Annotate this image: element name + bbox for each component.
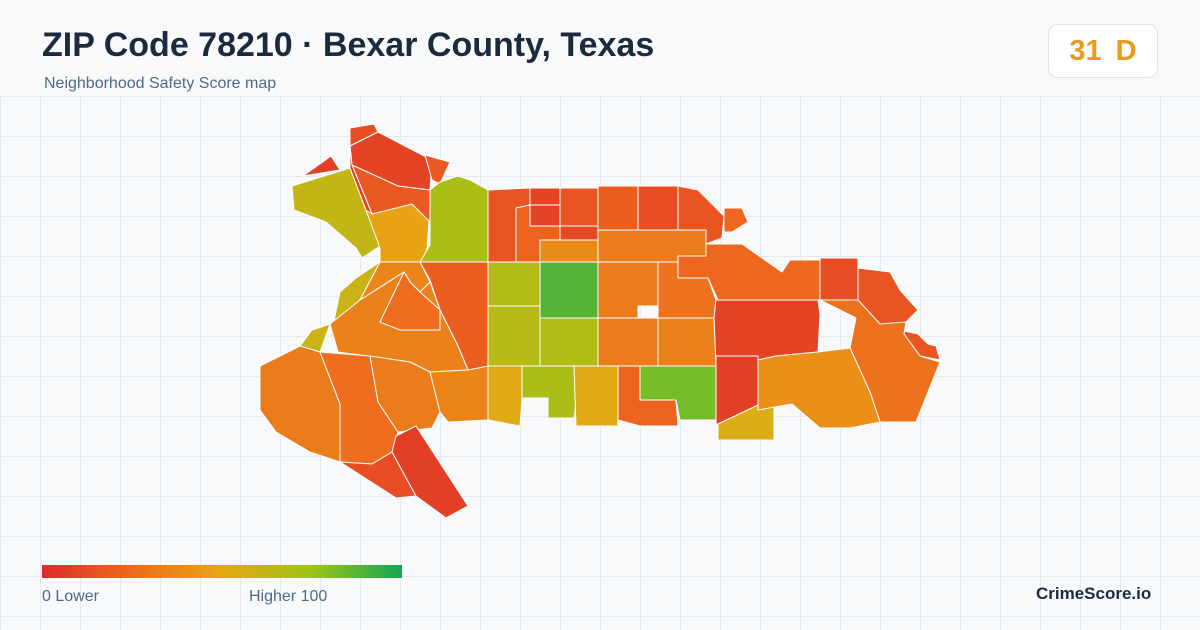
map-region[interactable] bbox=[487, 261, 541, 307]
legend-color-scale bbox=[42, 565, 402, 578]
map-region[interactable] bbox=[349, 145, 373, 215]
map-region[interactable] bbox=[819, 257, 859, 301]
map-region[interactable] bbox=[539, 239, 599, 263]
page-subtitle: Neighborhood Safety Score map bbox=[44, 75, 277, 92]
legend-max-label: Higher 100 bbox=[249, 588, 328, 605]
map-region[interactable] bbox=[529, 204, 561, 227]
map-region[interactable] bbox=[597, 185, 639, 231]
map-region[interactable] bbox=[302, 155, 341, 177]
map-region[interactable] bbox=[559, 225, 599, 241]
header-band bbox=[0, 0, 1200, 96]
map-region[interactable] bbox=[391, 425, 469, 519]
map-region[interactable] bbox=[657, 317, 717, 367]
map-region[interactable] bbox=[597, 317, 659, 367]
page-title: ZIP Code 78210 · Bexar County, Texas bbox=[42, 26, 655, 64]
map-region[interactable] bbox=[717, 403, 775, 441]
map-region[interactable] bbox=[639, 365, 717, 421]
map-region[interactable] bbox=[539, 261, 599, 319]
map-region[interactable] bbox=[487, 305, 541, 367]
map-region[interactable] bbox=[597, 261, 659, 319]
map-region[interactable] bbox=[379, 271, 441, 331]
safety-score-badge: 31 D bbox=[1048, 24, 1158, 78]
map-region[interactable] bbox=[487, 365, 523, 427]
legend-min-label: 0 Lower bbox=[42, 588, 99, 605]
map-region[interactable] bbox=[573, 365, 619, 427]
map-region[interactable] bbox=[369, 355, 441, 433]
map-region[interactable] bbox=[539, 317, 599, 367]
safety-score-value: 31 bbox=[1069, 34, 1102, 67]
brand-logo-text: CrimeScore.io bbox=[1036, 584, 1152, 603]
map-region[interactable] bbox=[637, 185, 679, 231]
map-region[interactable] bbox=[723, 207, 749, 233]
map-region[interactable] bbox=[757, 347, 881, 429]
safety-score-grade: D bbox=[1115, 34, 1137, 67]
